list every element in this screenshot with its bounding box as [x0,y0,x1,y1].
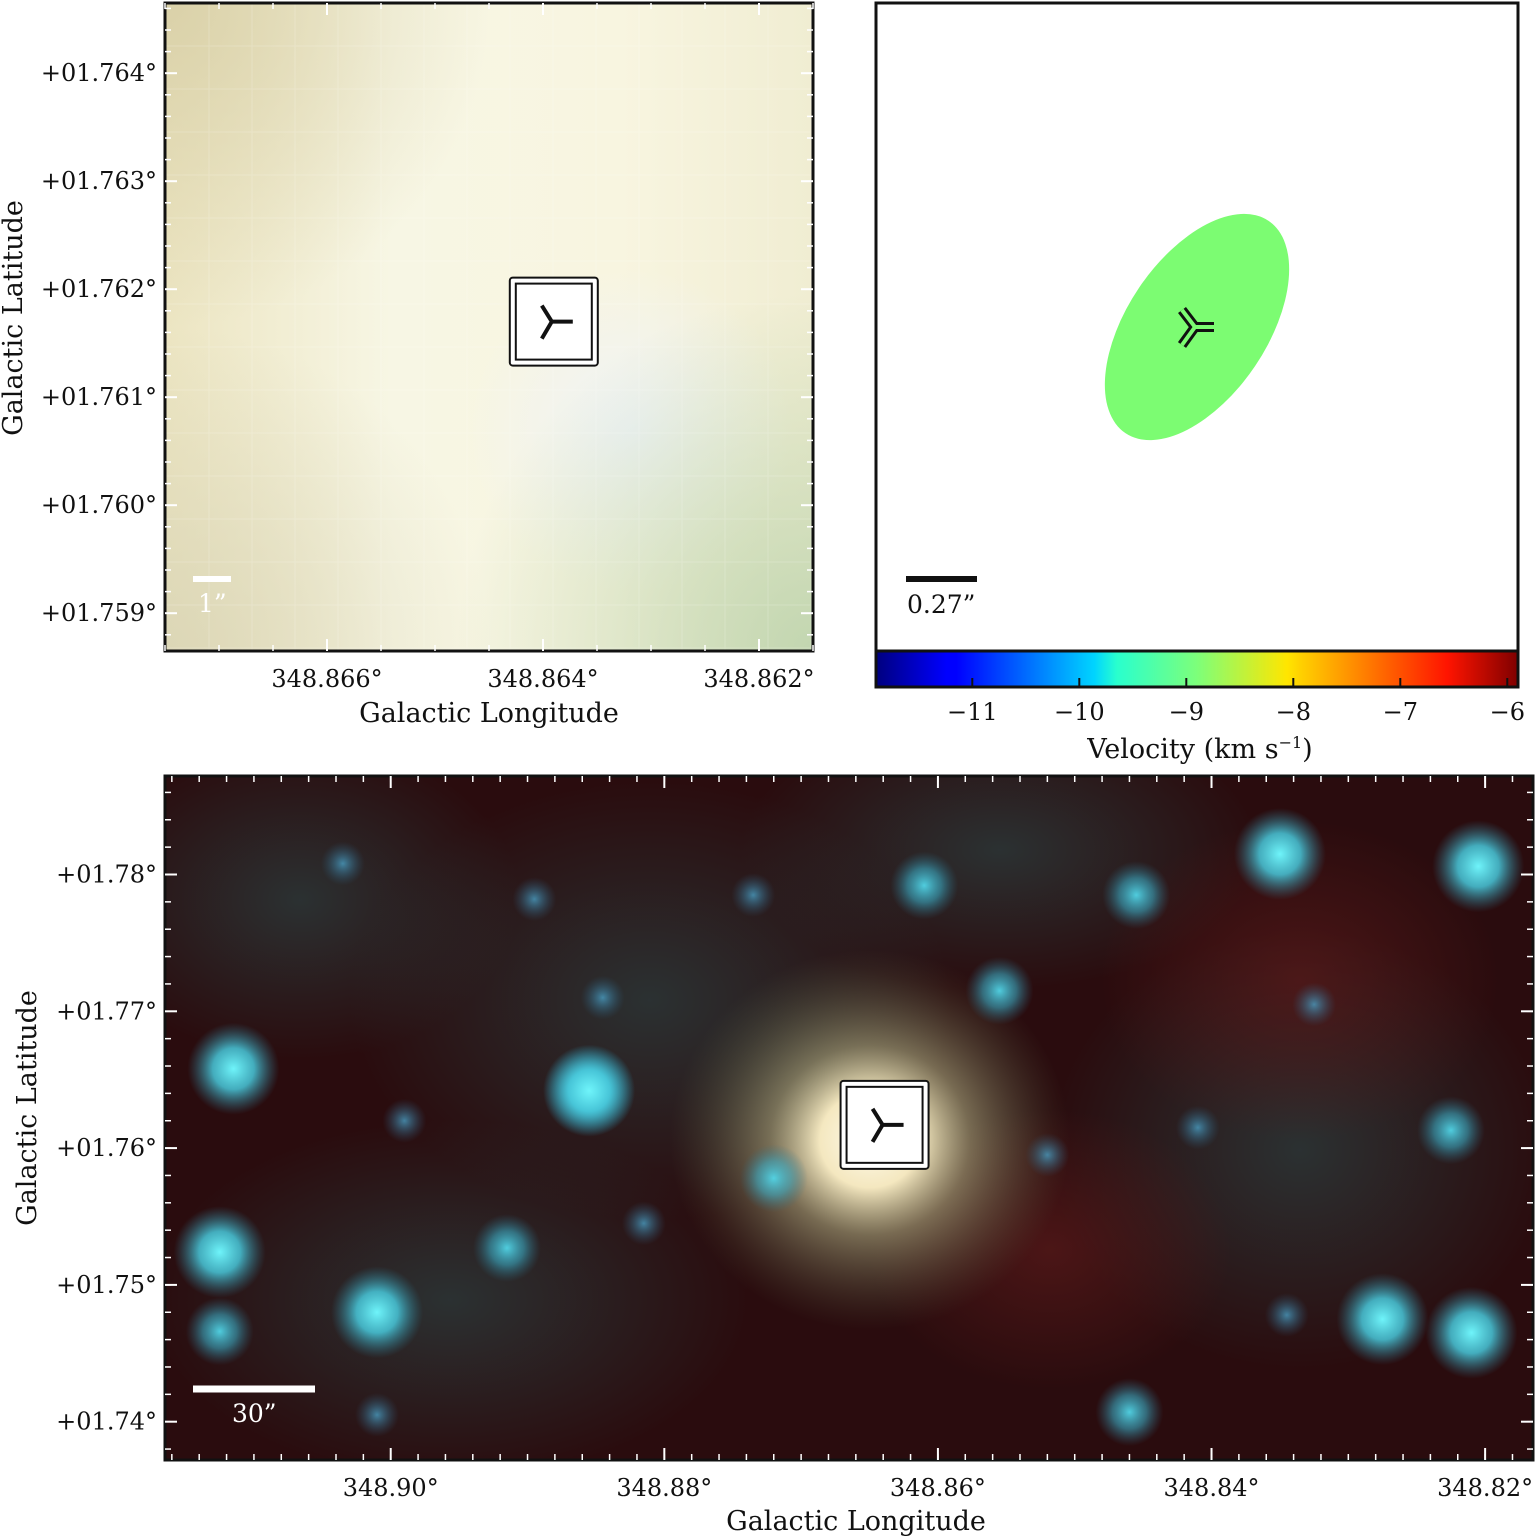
marker-box-inner [514,282,593,361]
colorbar-label: Velocity (km s−1) [1086,733,1312,765]
top-left-ylabel: Galactic Latitude [0,200,29,436]
scalebar-label: 1” [198,589,227,618]
top-left-xlabel: Galactic Longitude [359,698,619,729]
top-left-scalebar: 1” [193,576,231,618]
star-blob [1264,1292,1309,1337]
x-tick-label: 348.88° [616,1474,712,1502]
star-blob [512,877,557,922]
x-tick-label: 348.86° [890,1474,986,1502]
top-left-marker [508,276,599,367]
tri-branch-marker-icon [870,1107,904,1143]
x-tick-label: 348.82° [1437,1474,1533,1502]
star-blob [1258,1461,1302,1505]
y-tick-label: +01.77° [56,997,157,1025]
star-blob [1432,820,1525,913]
top-left-image [165,3,813,651]
top-left-panel: 348.866° 348.864° 348.862° +01.764° +01.763°… [0,1,815,729]
bottom-marker [839,1079,930,1170]
colorbar-tick-label: −7 [1383,698,1418,726]
star-blob [382,1098,427,1143]
colorbar-tick-label: −8 [1276,698,1311,726]
star-blob [1025,1132,1070,1177]
tri-branch-marker-inner [1180,308,1214,347]
star-blob [187,1022,280,1115]
star-blob [543,1044,636,1137]
star-blob [1425,1286,1518,1379]
star-field [173,807,1525,1505]
colorbar-tick-label: −10 [1054,698,1105,726]
x-tick-label: 348.864° [487,665,598,693]
scalebar-label: 0.27” [907,590,975,619]
star-blob [1233,807,1326,900]
top-right-scalebar: 0.27” [906,576,977,619]
colorbar-ticks: −11 −10 −9 −8 −7 −6 [947,678,1525,726]
colorbar-label-sup: −1 [1279,733,1303,752]
y-tick-label: +01.75° [56,1271,157,1299]
y-tick-label: +01.78° [56,860,157,888]
velocity-colorbar [874,649,1520,689]
star-blob [731,873,776,918]
star-blob [1416,1096,1485,1165]
star-blob [473,1213,541,1282]
star-blob [185,1297,254,1366]
top-right-panel: 0.27” −11 −10 −9 −8 −7 −6 Velocity (km s−1) [874,1,1525,765]
star-blob [331,1266,424,1359]
x-tick-label: 348.866° [271,665,382,693]
colorbar-tick-label: −11 [947,698,998,726]
y-tick-label: +01.74° [56,1408,157,1436]
colorbar-label-text: Velocity (km s [1086,734,1278,765]
star-blob [1095,1378,1164,1447]
star-blob [173,1206,266,1299]
star-blob [1292,982,1337,1027]
y-tick-label: +01.760° [41,491,157,519]
bottom-scalebar: 30” [193,1385,315,1428]
y-tick-label: +01.761° [41,383,157,411]
bottom-frame [163,774,1535,1462]
x-tick-label: 348.862° [703,665,814,693]
top-right-marker [1177,306,1214,348]
y-tick-label: +01.759° [41,599,157,627]
y-tick-label: +01.762° [41,275,157,303]
star-blob [1102,861,1171,930]
star-blob [1336,1273,1429,1366]
x-tick-label: 348.90° [343,1474,439,1502]
top-left-ticks: 348.866° 348.864° 348.862° +01.764° +01.763°… [41,3,815,693]
y-tick-label: +01.763° [41,167,157,195]
x-tick-label: 348.84° [1164,1474,1260,1502]
bottom-image [165,776,1533,1505]
star-blob [580,975,625,1020]
marker-box-inner [845,1085,924,1164]
colorbar-tick-label: −6 [1490,698,1525,726]
star-blob [355,1392,400,1437]
star-blob [739,1144,808,1213]
bottom-ticks: 348.90° 348.88° 348.86° 348.84° 348.82° +01.7… [56,776,1533,1502]
tri-branch-marker-icon [540,304,573,340]
y-tick-label: +01.764° [41,59,157,87]
star-blob [1175,1105,1220,1150]
scalebar-label: 30” [232,1399,277,1428]
bottom-panel: 348.90° 348.88° 348.86° 348.84° 348.82° +01.7… [12,774,1535,1537]
star-blob [320,841,365,886]
star-blob [965,956,1034,1025]
y-tick-label: +01.76° [56,1134,157,1162]
star-blob [621,1201,666,1246]
bottom-xlabel: Galactic Longitude [726,1506,986,1537]
star-blob [890,851,959,920]
colorbar-tick-label: −9 [1169,698,1204,726]
colorbar-label-close: ) [1302,734,1313,765]
bottom-ylabel: Galactic Latitude [12,990,43,1226]
